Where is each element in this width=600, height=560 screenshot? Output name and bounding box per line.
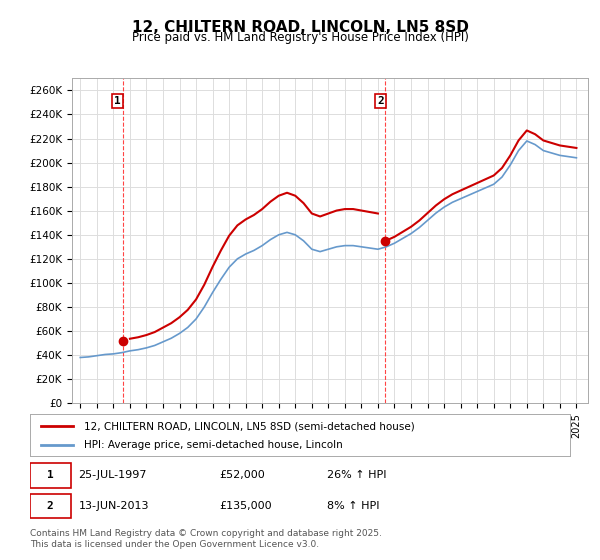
Text: HPI: Average price, semi-detached house, Lincoln: HPI: Average price, semi-detached house,… — [84, 440, 343, 450]
FancyBboxPatch shape — [30, 494, 71, 519]
Text: 25-JUL-1997: 25-JUL-1997 — [79, 470, 147, 480]
Text: 26% ↑ HPI: 26% ↑ HPI — [327, 470, 386, 480]
Text: 1: 1 — [115, 96, 121, 106]
Text: Contains HM Land Registry data © Crown copyright and database right 2025.
This d: Contains HM Land Registry data © Crown c… — [30, 529, 382, 549]
Text: Price paid vs. HM Land Registry's House Price Index (HPI): Price paid vs. HM Land Registry's House … — [131, 31, 469, 44]
Text: 12, CHILTERN ROAD, LINCOLN, LN5 8SD (semi-detached house): 12, CHILTERN ROAD, LINCOLN, LN5 8SD (sem… — [84, 421, 415, 431]
Text: 12, CHILTERN ROAD, LINCOLN, LN5 8SD: 12, CHILTERN ROAD, LINCOLN, LN5 8SD — [131, 20, 469, 35]
FancyBboxPatch shape — [30, 463, 71, 488]
Text: £135,000: £135,000 — [219, 501, 272, 511]
Text: 13-JUN-2013: 13-JUN-2013 — [79, 501, 149, 511]
Text: £52,000: £52,000 — [219, 470, 265, 480]
Text: 2: 2 — [47, 501, 53, 511]
Text: 2: 2 — [377, 96, 384, 106]
Text: 8% ↑ HPI: 8% ↑ HPI — [327, 501, 380, 511]
Text: 1: 1 — [47, 470, 53, 480]
